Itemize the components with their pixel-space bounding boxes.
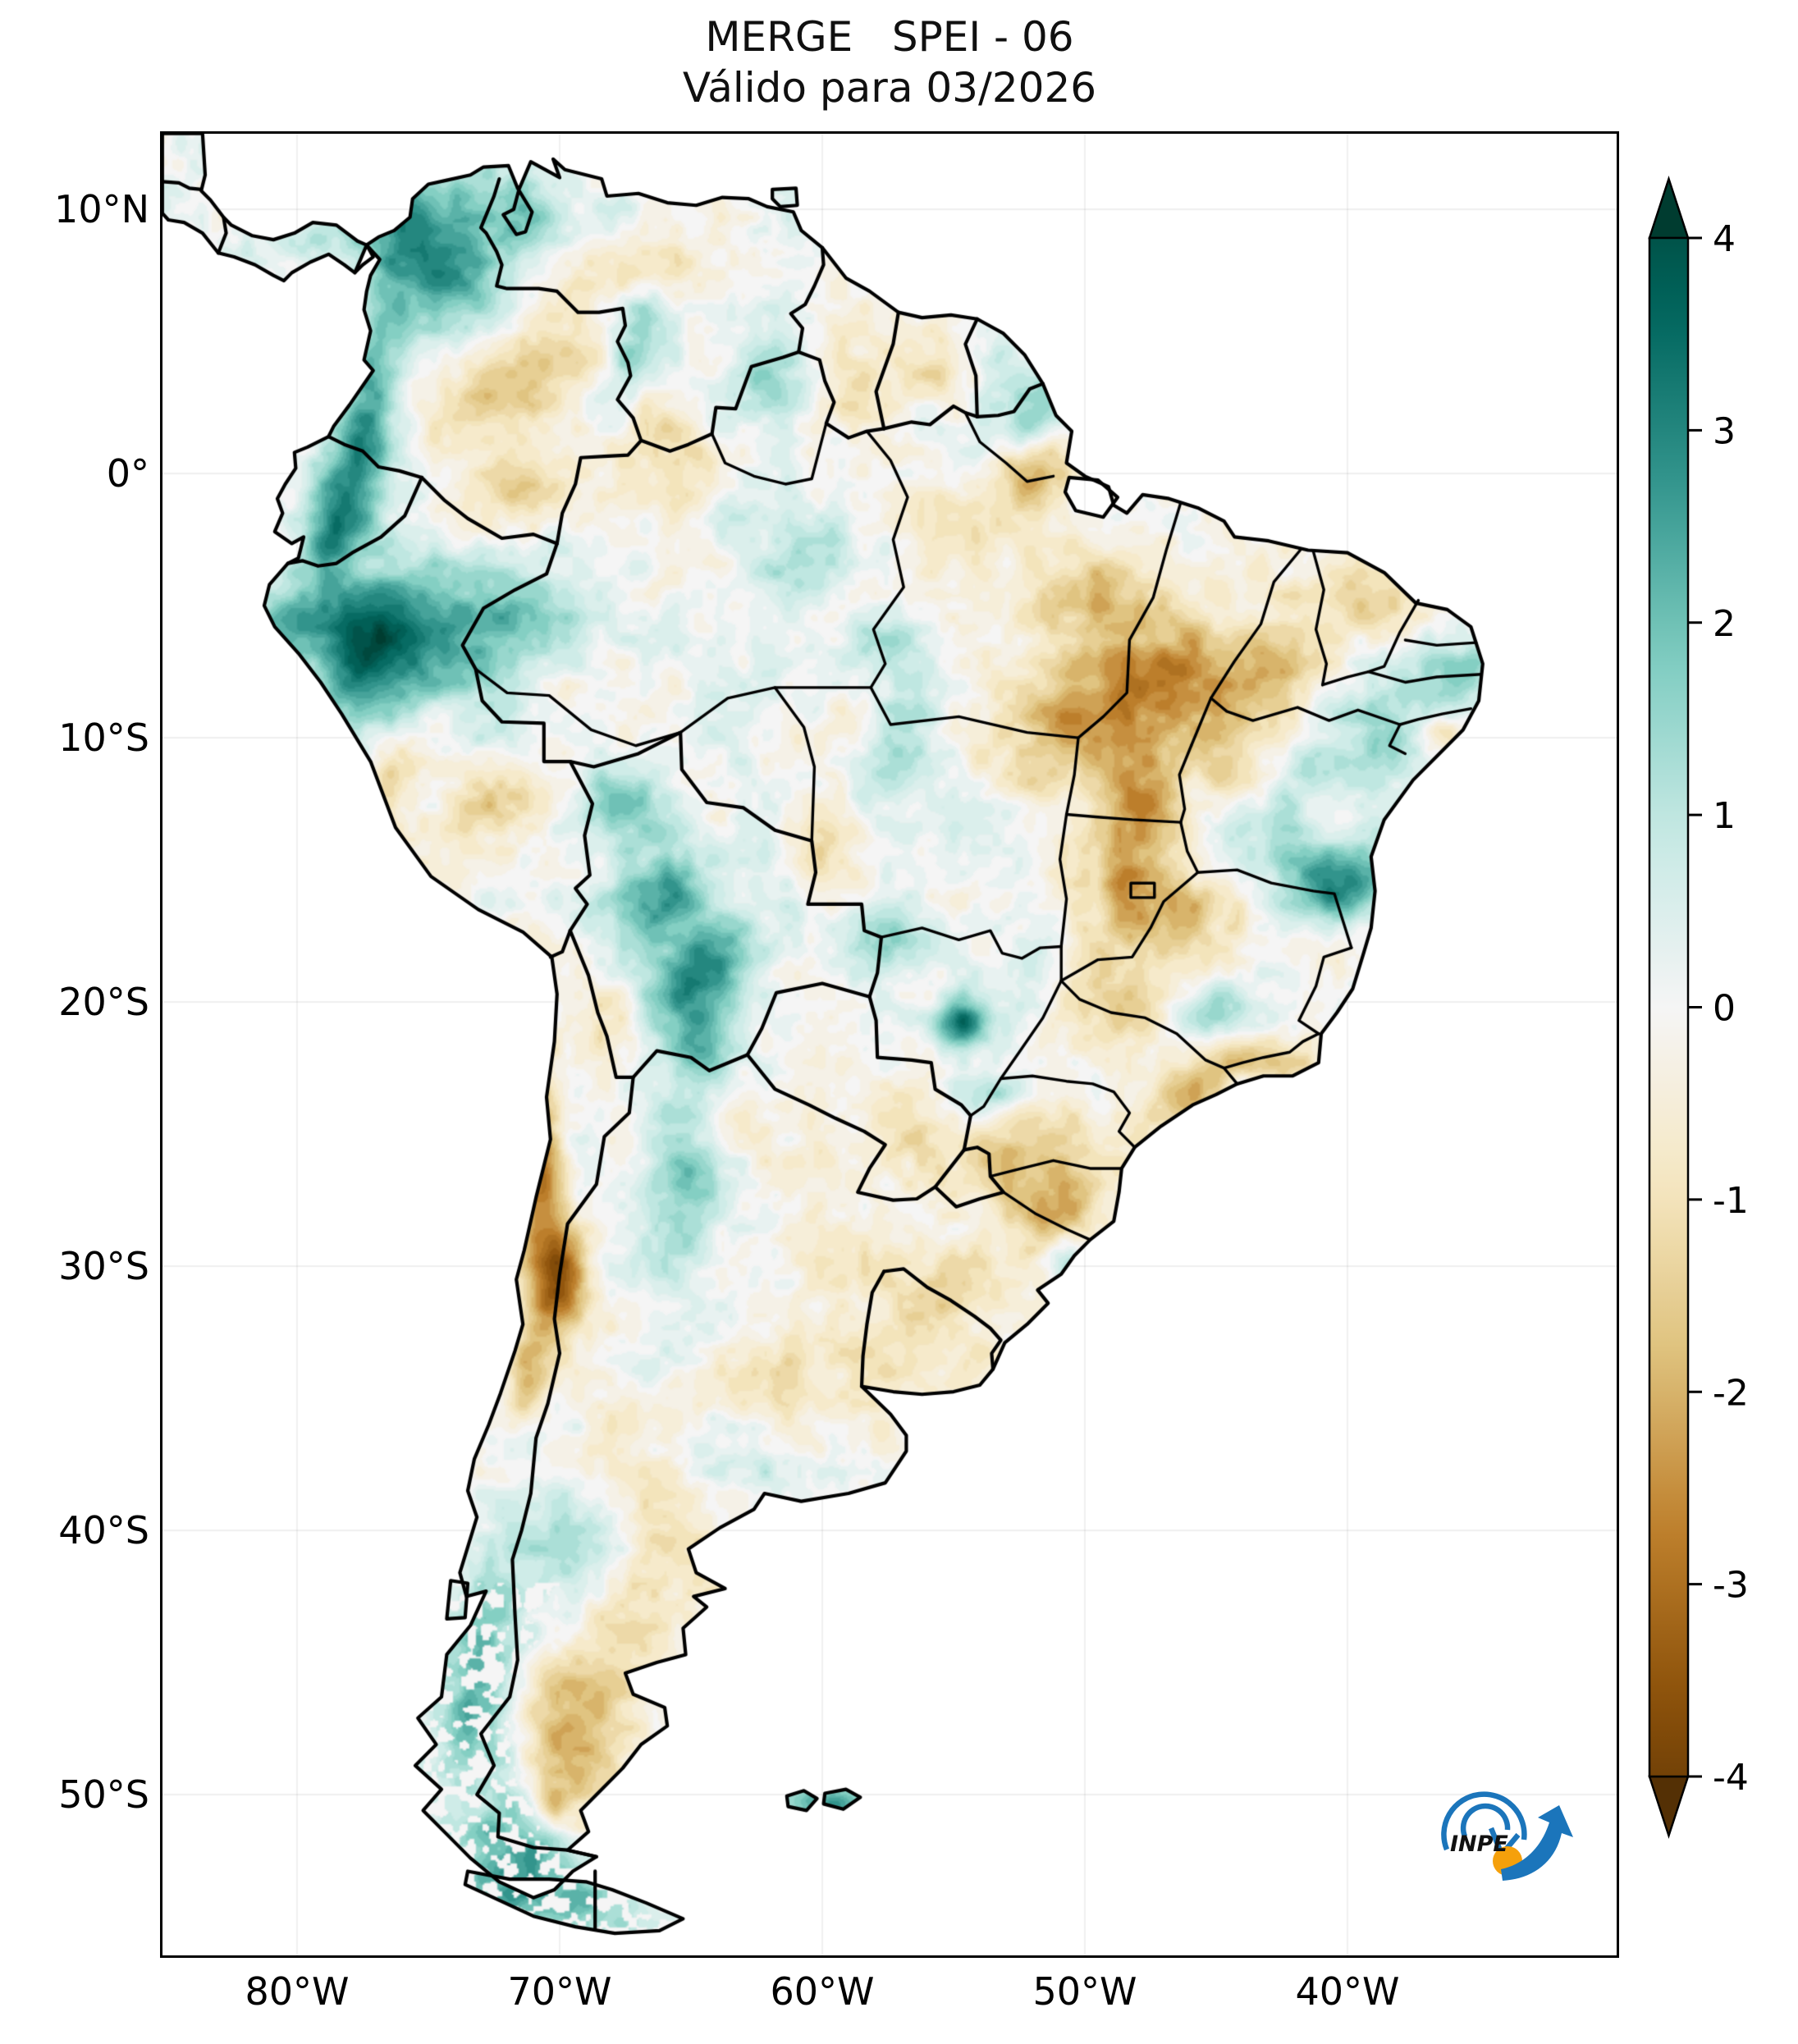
lat-tick-label: 30°S <box>58 1244 149 1289</box>
inpe-logo-text: INPE <box>1450 1831 1508 1857</box>
lon-tick-label: 40°W <box>1295 1969 1400 2014</box>
lat-tick-label: 10°S <box>58 716 149 761</box>
lon-tick-label: 80°W <box>245 1969 350 2014</box>
colorbar-gradient-bar <box>1648 236 1690 1778</box>
lon-tick-label: 60°W <box>770 1969 875 2014</box>
spei-map-canvas <box>162 134 1617 1955</box>
inpe-logo: INPE <box>1441 1791 1573 1881</box>
logo-outer-circle-icon <box>1441 1791 1527 1851</box>
colorbar-tick-label: 4 <box>1713 218 1736 260</box>
colorbar-tick-label: 1 <box>1713 795 1736 837</box>
lat-tick-label: 20°S <box>58 980 149 1025</box>
logo-inner-spiral-icon <box>1460 1803 1511 1838</box>
colorbar-tick-label: 3 <box>1713 410 1736 452</box>
colorbar: 4 3 2 1 0 -1 -2 -3 -4 <box>1648 176 1749 1840</box>
title-block: MERGE SPEI - 06 Válido para 03/2026 <box>162 11 1617 113</box>
colorbar-extend-bottom <box>1648 1775 1690 1840</box>
colorbar-extend-top <box>1648 176 1690 240</box>
colorbar-tick-label: -2 <box>1713 1372 1749 1414</box>
lon-tick-label: 50°W <box>1032 1969 1137 2014</box>
colorbar-tick-label: -1 <box>1713 1180 1749 1222</box>
lat-tick-label: 0° <box>106 451 149 496</box>
lat-tick-label: 40°S <box>58 1508 149 1553</box>
chart-title: MERGE SPEI - 06 <box>705 13 1074 61</box>
colorbar-tick-label: -3 <box>1713 1565 1749 1607</box>
colorbar-tick-label: -4 <box>1713 1757 1749 1799</box>
lon-tick-label: 70°W <box>507 1969 612 2014</box>
logo-swoosh-arrow-icon <box>1501 1805 1573 1881</box>
chart-subtitle: Válido para 03/2026 <box>682 64 1097 112</box>
colorbar-tick-label: 2 <box>1713 603 1736 645</box>
colorbar-tick-label: 0 <box>1713 988 1736 1030</box>
lat-tick-label: 10°N <box>54 187 149 232</box>
lat-tick-label: 50°S <box>58 1772 149 1818</box>
